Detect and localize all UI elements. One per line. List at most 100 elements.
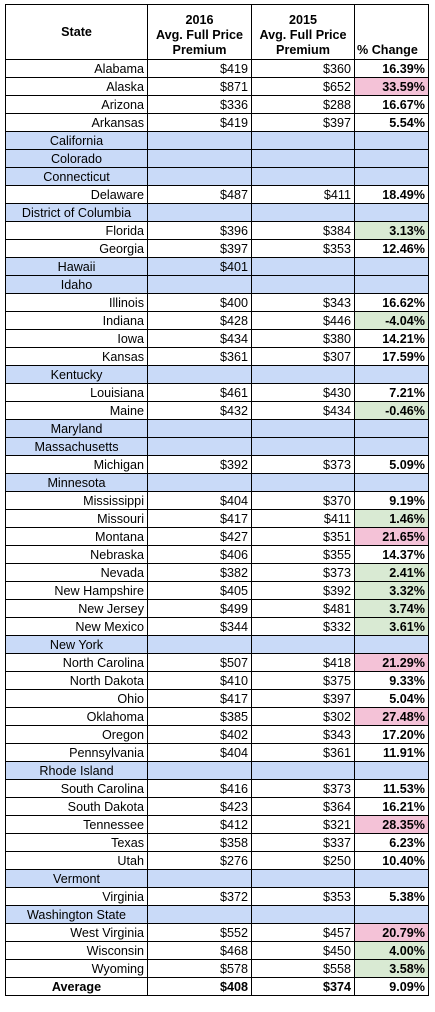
- state-cell[interactable]: Illinois: [5, 293, 148, 312]
- change-cell[interactable]: 16.21%: [354, 797, 429, 816]
- premium-2016-cell[interactable]: $428: [147, 311, 252, 330]
- premium-2015-cell[interactable]: $411: [251, 509, 355, 528]
- state-cell[interactable]: Nevada: [5, 563, 148, 582]
- state-cell[interactable]: Arizona: [5, 95, 148, 114]
- premium-2015-cell[interactable]: $384: [251, 221, 355, 240]
- state-cell[interactable]: Colorado: [5, 149, 148, 168]
- state-cell[interactable]: Idaho: [5, 275, 148, 294]
- premium-2015-cell[interactable]: [251, 473, 355, 492]
- premium-2015-cell[interactable]: $351: [251, 527, 355, 546]
- state-cell[interactable]: Montana: [5, 527, 148, 546]
- change-cell[interactable]: [354, 131, 429, 150]
- premium-2016-cell[interactable]: $412: [147, 815, 252, 834]
- change-cell[interactable]: 9.33%: [354, 671, 429, 690]
- premium-2015-cell[interactable]: $370: [251, 491, 355, 510]
- average-label[interactable]: Average: [5, 977, 148, 996]
- change-cell[interactable]: -4.04%: [354, 311, 429, 330]
- state-cell[interactable]: Maine: [5, 401, 148, 420]
- state-cell[interactable]: Massachusetts: [5, 437, 148, 456]
- premium-2016-cell[interactable]: $552: [147, 923, 252, 942]
- state-cell[interactable]: Vermont: [5, 869, 148, 888]
- premium-2016-cell[interactable]: $276: [147, 851, 252, 870]
- premium-2016-cell[interactable]: $382: [147, 563, 252, 582]
- state-cell[interactable]: Ohio: [5, 689, 148, 708]
- premium-2015-cell[interactable]: [251, 869, 355, 888]
- change-cell[interactable]: 3.74%: [354, 599, 429, 618]
- premium-2015-cell[interactable]: [251, 257, 355, 276]
- premium-2016-cell[interactable]: $344: [147, 617, 252, 636]
- premium-2015-cell[interactable]: $430: [251, 383, 355, 402]
- change-cell[interactable]: 16.39%: [354, 59, 429, 78]
- change-cell[interactable]: [354, 869, 429, 888]
- state-cell[interactable]: Florida: [5, 221, 148, 240]
- premium-2016-cell[interactable]: $410: [147, 671, 252, 690]
- state-cell[interactable]: Texas: [5, 833, 148, 852]
- state-cell[interactable]: Louisiana: [5, 383, 148, 402]
- premium-2015-cell[interactable]: $457: [251, 923, 355, 942]
- premium-2015-cell[interactable]: $332: [251, 617, 355, 636]
- change-cell[interactable]: 16.67%: [354, 95, 429, 114]
- state-cell[interactable]: Maryland: [5, 419, 148, 438]
- header-change[interactable]: % Change: [354, 4, 429, 60]
- premium-2015-cell[interactable]: $250: [251, 851, 355, 870]
- premium-2016-cell[interactable]: $578: [147, 959, 252, 978]
- change-cell[interactable]: 3.13%: [354, 221, 429, 240]
- header-2016[interactable]: 2016 Avg. Full Price Premium: [147, 4, 252, 60]
- state-cell[interactable]: Hawaii: [5, 257, 148, 276]
- premium-2016-cell[interactable]: $406: [147, 545, 252, 564]
- premium-2016-cell[interactable]: $372: [147, 887, 252, 906]
- premium-2016-cell[interactable]: $405: [147, 581, 252, 600]
- state-cell[interactable]: Arkansas: [5, 113, 148, 132]
- change-cell[interactable]: [354, 761, 429, 780]
- state-cell[interactable]: Indiana: [5, 311, 148, 330]
- change-cell[interactable]: 16.62%: [354, 293, 429, 312]
- premium-2015-cell[interactable]: [251, 275, 355, 294]
- change-cell[interactable]: 11.91%: [354, 743, 429, 762]
- change-cell[interactable]: [354, 635, 429, 654]
- premium-2015-cell[interactable]: [251, 437, 355, 456]
- state-cell[interactable]: Wyoming: [5, 959, 148, 978]
- premium-2015-cell[interactable]: $288: [251, 95, 355, 114]
- change-cell[interactable]: 6.23%: [354, 833, 429, 852]
- change-cell[interactable]: 18.49%: [354, 185, 429, 204]
- state-cell[interactable]: Kentucky: [5, 365, 148, 384]
- premium-2015-cell[interactable]: $418: [251, 653, 355, 672]
- premium-2016-cell[interactable]: $417: [147, 509, 252, 528]
- average-2016[interactable]: $408: [147, 977, 252, 996]
- premium-2016-cell[interactable]: $402: [147, 725, 252, 744]
- premium-2015-cell[interactable]: $481: [251, 599, 355, 618]
- change-cell[interactable]: [354, 275, 429, 294]
- premium-2016-cell[interactable]: $336: [147, 95, 252, 114]
- change-cell[interactable]: 12.46%: [354, 239, 429, 258]
- premium-2016-cell[interactable]: [147, 365, 252, 384]
- change-cell[interactable]: 7.21%: [354, 383, 429, 402]
- state-cell[interactable]: Alabama: [5, 59, 148, 78]
- change-cell[interactable]: 20.79%: [354, 923, 429, 942]
- premium-2016-cell[interactable]: $427: [147, 527, 252, 546]
- change-cell[interactable]: 10.40%: [354, 851, 429, 870]
- change-cell[interactable]: 3.61%: [354, 617, 429, 636]
- header-2015[interactable]: 2015 Avg. Full Price Premium: [251, 4, 355, 60]
- state-cell[interactable]: South Carolina: [5, 779, 148, 798]
- change-cell[interactable]: [354, 149, 429, 168]
- state-cell[interactable]: Connecticut: [5, 167, 148, 186]
- premium-2015-cell[interactable]: $450: [251, 941, 355, 960]
- change-cell[interactable]: 2.41%: [354, 563, 429, 582]
- premium-2016-cell[interactable]: $358: [147, 833, 252, 852]
- change-cell[interactable]: 5.09%: [354, 455, 429, 474]
- premium-2016-cell[interactable]: [147, 275, 252, 294]
- premium-2016-cell[interactable]: $416: [147, 779, 252, 798]
- premium-2016-cell[interactable]: [147, 131, 252, 150]
- change-cell[interactable]: 17.59%: [354, 347, 429, 366]
- premium-2016-cell[interactable]: $468: [147, 941, 252, 960]
- state-cell[interactable]: District of Columbia: [5, 203, 148, 222]
- change-cell[interactable]: [354, 473, 429, 492]
- change-cell[interactable]: 14.37%: [354, 545, 429, 564]
- premium-2015-cell[interactable]: [251, 131, 355, 150]
- state-cell[interactable]: New Hampshire: [5, 581, 148, 600]
- change-cell[interactable]: [354, 419, 429, 438]
- premium-2015-cell[interactable]: $343: [251, 725, 355, 744]
- change-cell[interactable]: 27.48%: [354, 707, 429, 726]
- state-cell[interactable]: Nebraska: [5, 545, 148, 564]
- premium-2016-cell[interactable]: [147, 149, 252, 168]
